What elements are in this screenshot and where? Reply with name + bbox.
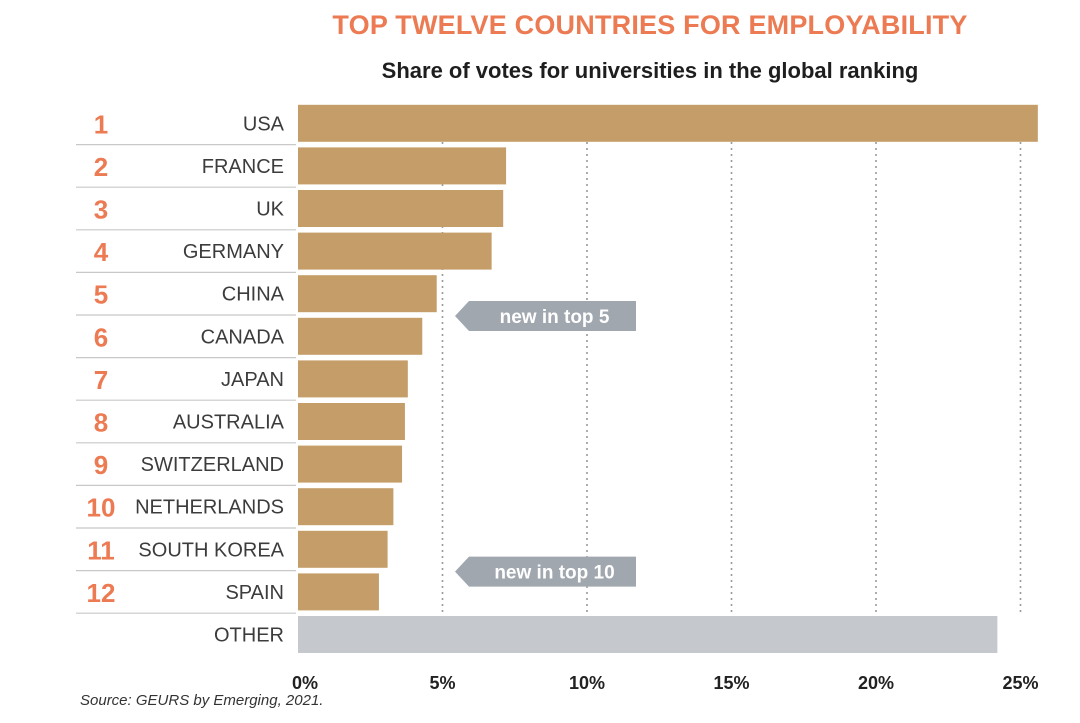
- rank-number: 2: [94, 152, 108, 182]
- bar: [298, 445, 403, 483]
- x-tick-label: 15%: [713, 673, 749, 693]
- bar: [298, 232, 492, 270]
- rank-number: 11: [87, 535, 115, 565]
- gridlines: [441, 142, 1022, 616]
- category-label: SPAIN: [225, 582, 284, 604]
- category-label: CHINA: [222, 284, 285, 306]
- bar: [298, 317, 423, 355]
- rank-number: 10: [87, 493, 116, 523]
- rank-number: 6: [94, 322, 108, 352]
- category-label: CANADA: [201, 326, 285, 348]
- category-label: GERMANY: [183, 241, 284, 263]
- category-label: AUSTRALIA: [173, 412, 285, 434]
- callout-label: new in top 5: [500, 307, 610, 328]
- chart-subtitle: Share of votes for universities in the g…: [381, 58, 919, 83]
- x-tick-label: 20%: [858, 673, 894, 693]
- category-label: JAPAN: [221, 369, 284, 391]
- category-label: NETHERLANDS: [135, 497, 284, 519]
- bar: [298, 104, 1038, 142]
- bar: [298, 403, 405, 440]
- category-label: OTHER: [214, 625, 284, 647]
- source-note: Source: GEURS by Emerging, 2021.: [80, 692, 324, 709]
- callout-arrow: [455, 301, 636, 331]
- bar: [298, 275, 437, 313]
- rank-number: 4: [94, 237, 109, 267]
- rank-number: 12: [87, 578, 116, 608]
- rank-number: 7: [94, 365, 108, 395]
- bar: [298, 573, 379, 611]
- callout-label: new in top 10: [494, 563, 614, 584]
- x-tick-label: 10%: [569, 673, 605, 693]
- bar: [298, 488, 394, 526]
- rank-number: 5: [94, 280, 108, 310]
- x-tick-label: 5%: [429, 673, 455, 693]
- category-label: UK: [256, 199, 284, 221]
- callout: new in top 10: [455, 556, 636, 587]
- rank-number: 1: [94, 109, 108, 139]
- category-label: SOUTH KOREA: [138, 539, 284, 561]
- category-label: SWITZERLAND: [141, 454, 284, 476]
- bar-other: [298, 616, 998, 653]
- callout-arrow: [455, 556, 636, 587]
- rank-number: 8: [94, 408, 108, 438]
- category-label: FRANCE: [202, 156, 284, 178]
- bar: [298, 190, 504, 227]
- rank-number: 9: [94, 450, 108, 480]
- bar: [298, 147, 507, 185]
- category-label: USA: [243, 113, 285, 135]
- chart-title: TOP TWELVE COUNTRIES FOR EMPLOYABILITY: [332, 10, 968, 40]
- bar: [298, 530, 388, 568]
- x-tick-label: 25%: [1002, 673, 1038, 693]
- bar: [298, 360, 408, 398]
- x-tick-label: 0%: [292, 673, 318, 693]
- rank-number: 3: [94, 195, 108, 225]
- callout: new in top 5: [455, 301, 636, 331]
